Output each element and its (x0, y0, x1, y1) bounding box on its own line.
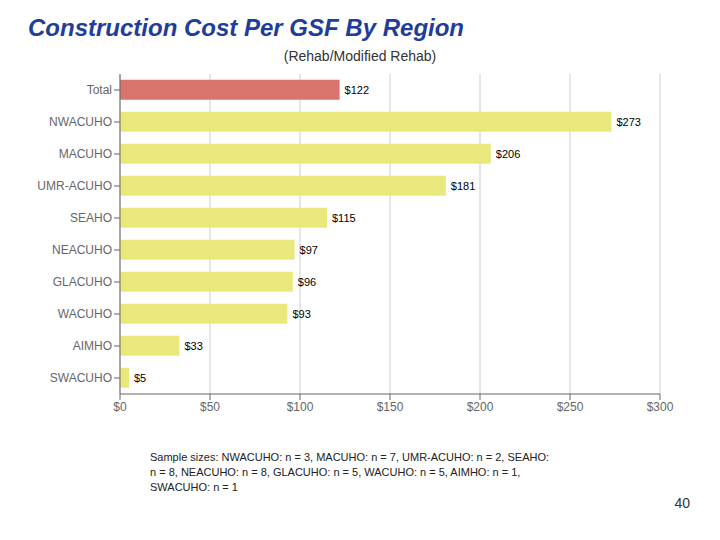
html-text:Sample sizes: NWACUHO: n = 3,: Sample sizes: NWACUHO: n = 3, MACUHO: n … (150, 451, 550, 463)
svg-text:$0: $0 (113, 400, 127, 414)
html-text:Construction Cost Per GSF By R: Construction Cost Per GSF By Region (28, 14, 464, 41)
svg-text:Total: Total (87, 83, 112, 97)
svg-text:$206: $206 (496, 148, 520, 160)
html-text:SWACUHO: n = 1: SWACUHO: n = 1 (150, 481, 238, 493)
svg-text:$250: $250 (557, 400, 584, 414)
svg-text:SEAHO: SEAHO (70, 211, 112, 225)
svg-text:MACUHO: MACUHO (59, 147, 112, 161)
svg-text:$5: $5 (134, 372, 146, 384)
svg-text:WACUHO: WACUHO (58, 307, 112, 321)
svg-text:$33: $33 (184, 340, 202, 352)
svg-text:NEACUHO: NEACUHO (52, 243, 112, 257)
svg-text:$93: $93 (292, 308, 310, 320)
svg-text:$115: $115 (332, 212, 356, 224)
svg-text:$273: $273 (616, 116, 640, 128)
svg-text:NWACUHO: NWACUHO (49, 115, 112, 129)
html-text:40: 40 (674, 495, 690, 511)
svg-text:$300: $300 (647, 400, 674, 414)
html-text:n = 8, NEACUHO: n = 8, GLACUHO: n = 8, NEACUHO: n = 8, GLACUHO: n = 5, W… (150, 466, 521, 478)
svg-text:$97: $97 (300, 244, 318, 256)
svg-text:AIMHO: AIMHO (73, 339, 112, 353)
svg-text:$200: $200 (467, 400, 494, 414)
html-text:(Rehab/Modified Rehab): (Rehab/Modified Rehab) (283, 48, 437, 64)
svg-text:GLACUHO: GLACUHO (53, 275, 112, 289)
svg-text:$150: $150 (377, 400, 404, 414)
svg-text:$96: $96 (298, 276, 316, 288)
svg-text:$100: $100 (287, 400, 314, 414)
svg-text:UMR-ACUHO: UMR-ACUHO (37, 179, 112, 193)
svg-text:$181: $181 (451, 180, 475, 192)
svg-text:$50: $50 (200, 400, 220, 414)
svg-text:$122: $122 (345, 84, 369, 96)
svg-text:SWACUHO: SWACUHO (50, 371, 112, 385)
